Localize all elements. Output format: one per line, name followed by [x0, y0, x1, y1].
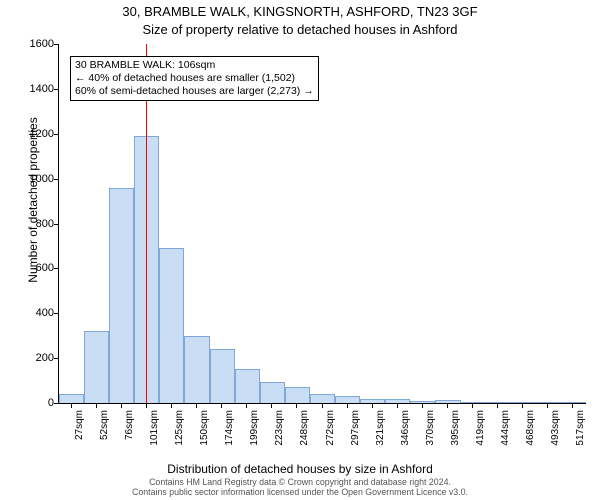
y-tick-mark — [54, 134, 58, 135]
x-tick-label: 346sqm — [400, 410, 411, 470]
y-tick-mark — [54, 179, 58, 180]
x-tick-mark — [71, 404, 72, 408]
x-tick-mark — [196, 404, 197, 408]
x-tick-mark — [372, 404, 373, 408]
x-tick-label: 370sqm — [425, 410, 436, 470]
y-tick-label: 1600 — [14, 38, 54, 50]
x-tick-label: 27sqm — [74, 410, 85, 470]
x-tick-mark — [246, 404, 247, 408]
x-tick-label: 223sqm — [274, 410, 285, 470]
y-tick-label: 1200 — [14, 128, 54, 140]
y-tick-mark — [54, 89, 58, 90]
x-tick-label: 517sqm — [575, 410, 586, 470]
footer-attribution: Contains HM Land Registry data © Crown c… — [0, 477, 600, 498]
histogram-bar — [285, 387, 310, 403]
y-tick-mark — [54, 313, 58, 314]
x-tick-label: 125sqm — [174, 410, 185, 470]
x-tick-mark — [522, 404, 523, 408]
x-tick-mark — [397, 404, 398, 408]
histogram-bar — [109, 188, 134, 403]
histogram-bar — [335, 396, 360, 403]
x-tick-label: 419sqm — [475, 410, 486, 470]
histogram-bar — [235, 369, 260, 403]
x-tick-mark — [472, 404, 473, 408]
histogram-bar — [184, 336, 209, 403]
x-tick-mark — [221, 404, 222, 408]
x-tick-label: 52sqm — [99, 410, 110, 470]
histogram-bar — [536, 402, 561, 403]
annotation-line-2: 60% of semi-detached houses are larger (… — [75, 85, 314, 98]
y-tick-label: 400 — [14, 307, 54, 319]
x-tick-mark — [322, 404, 323, 408]
x-tick-mark — [447, 404, 448, 408]
x-tick-label: 150sqm — [199, 410, 210, 470]
x-tick-mark — [171, 404, 172, 408]
histogram-bar — [59, 394, 84, 403]
chart-title-line1: 30, BRAMBLE WALK, KINGSNORTH, ASHFORD, T… — [0, 4, 600, 19]
histogram-bar — [410, 401, 435, 403]
y-axis-label: Number of detached properties — [26, 0, 40, 400]
x-tick-label: 395sqm — [450, 410, 461, 470]
histogram-bar — [561, 402, 586, 403]
y-tick-mark — [54, 44, 58, 45]
histogram-bar — [360, 399, 385, 403]
x-tick-mark — [96, 404, 97, 408]
annotation-line-0: 30 BRAMBLE WALK: 106sqm — [75, 59, 314, 72]
x-tick-mark — [271, 404, 272, 408]
histogram-bar — [159, 248, 184, 403]
histogram-bar — [385, 399, 410, 403]
x-tick-mark — [146, 404, 147, 408]
histogram-bar — [461, 402, 486, 403]
x-tick-label: 444sqm — [500, 410, 511, 470]
x-tick-label: 468sqm — [525, 410, 536, 470]
chart-title-line2: Size of property relative to detached ho… — [0, 22, 600, 37]
footer-line-1: Contains HM Land Registry data © Crown c… — [0, 477, 600, 488]
y-tick-mark — [54, 403, 58, 404]
footer-line-2: Contains public sector information licen… — [0, 487, 600, 498]
chart-stage: 30, BRAMBLE WALK, KINGSNORTH, ASHFORD, T… — [0, 0, 600, 500]
x-tick-mark — [121, 404, 122, 408]
histogram-bar — [486, 402, 511, 403]
x-tick-mark — [422, 404, 423, 408]
x-tick-label: 101sqm — [149, 410, 160, 470]
y-tick-label: 800 — [14, 218, 54, 230]
x-tick-mark — [497, 404, 498, 408]
x-tick-label: 248sqm — [299, 410, 310, 470]
x-tick-label: 272sqm — [325, 410, 336, 470]
y-tick-mark — [54, 358, 58, 359]
histogram-bar — [435, 400, 460, 403]
x-tick-label: 174sqm — [224, 410, 235, 470]
x-tick-label: 76sqm — [124, 410, 135, 470]
x-tick-mark — [296, 404, 297, 408]
annotation-line-1: ← 40% of detached houses are smaller (1,… — [75, 72, 314, 85]
histogram-bar — [84, 331, 109, 403]
x-tick-mark — [572, 404, 573, 408]
histogram-bar — [210, 349, 235, 403]
histogram-bar — [310, 394, 335, 403]
histogram-bar — [260, 382, 285, 403]
histogram-bar — [511, 402, 536, 403]
x-axis-label: Distribution of detached houses by size … — [0, 462, 600, 476]
y-tick-label: 1000 — [14, 173, 54, 185]
x-tick-label: 493sqm — [550, 410, 561, 470]
y-tick-label: 1400 — [14, 83, 54, 95]
annotation-box: 30 BRAMBLE WALK: 106sqm ← 40% of detache… — [70, 56, 319, 101]
x-tick-label: 297sqm — [350, 410, 361, 470]
x-tick-label: 199sqm — [249, 410, 260, 470]
y-tick-label: 200 — [14, 352, 54, 364]
y-tick-mark — [54, 224, 58, 225]
y-tick-mark — [54, 268, 58, 269]
y-tick-label: 0 — [14, 397, 54, 409]
y-tick-label: 600 — [14, 262, 54, 274]
x-tick-mark — [347, 404, 348, 408]
x-tick-mark — [547, 404, 548, 408]
x-tick-label: 321sqm — [375, 410, 386, 470]
